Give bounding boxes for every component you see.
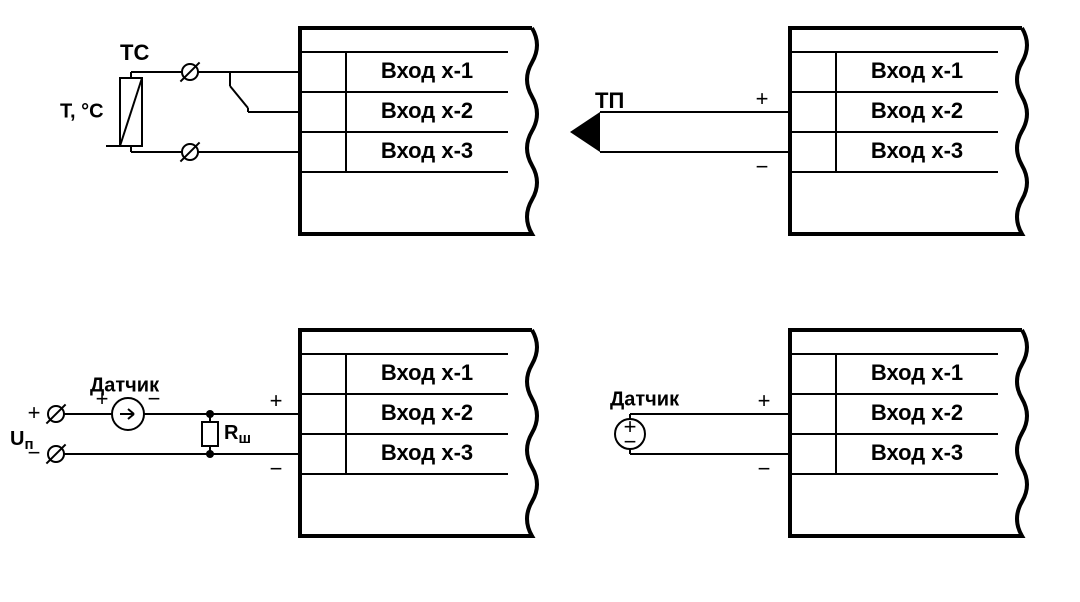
schematic-rtd: ТС T, °C	[60, 40, 300, 162]
sign-box-minus-br: −	[758, 456, 771, 481]
row-label-1: Вход x-1	[381, 360, 473, 385]
box-tc: Вход x-1 Вход x-2 Вход x-3	[790, 28, 1027, 234]
terminal-up-plus	[46, 404, 65, 423]
row-label-1: Вход x-1	[381, 58, 473, 83]
row-label-2: Вход x-2	[381, 98, 473, 123]
row-label-2: Вход x-2	[871, 98, 963, 123]
sign-box-plus: +	[270, 388, 283, 413]
row-label-1: Вход x-1	[871, 360, 963, 385]
label-tp: ТП	[595, 88, 624, 113]
terminal-up-minus	[46, 444, 65, 463]
sign-box-minus: −	[270, 456, 283, 481]
row-label-1: Вход x-1	[871, 58, 963, 83]
sign-box-plus-br: +	[758, 388, 771, 413]
row-label-3: Вход x-3	[381, 440, 473, 465]
label-rsh: Rш	[224, 422, 251, 447]
sign-minus: −	[756, 154, 769, 179]
row-label-2: Вход x-2	[381, 400, 473, 425]
sign-up-minus: −	[28, 440, 41, 465]
schematic-shunt: ДатчикUп+−+−Rш+−	[10, 374, 300, 481]
shunt-resistor	[202, 422, 218, 446]
label-tc: ТС	[120, 40, 149, 65]
schematic-tc: ТП + −	[570, 86, 790, 179]
sign-plus: +	[756, 86, 769, 111]
label-t-deg: T, °C	[60, 100, 104, 122]
box-rtd: Вход x-1 Вход x-2 Вход x-3	[300, 28, 537, 234]
cs-minus: −	[148, 386, 161, 411]
box-datchik-shunt: Вход x-1 Вход x-2 Вход x-3	[300, 330, 537, 536]
tc-tip	[570, 112, 600, 152]
row-label-3: Вход x-3	[871, 138, 963, 163]
row-label-2: Вход x-2	[871, 400, 963, 425]
box-datchik: Вход x-1 Вход x-2 Вход x-3	[790, 330, 1027, 536]
wire	[230, 86, 248, 108]
terminal-rtd-top	[180, 62, 199, 81]
terminal-rtd-bottom	[180, 142, 199, 161]
schematic-sensor: Датчик+−+−	[610, 388, 790, 481]
cs-plus: +	[96, 386, 109, 411]
row-label-3: Вход x-3	[871, 440, 963, 465]
row-label-3: Вход x-3	[381, 138, 473, 163]
sign-up-plus: +	[28, 400, 41, 425]
label-sensor-br: Датчик	[610, 388, 680, 410]
